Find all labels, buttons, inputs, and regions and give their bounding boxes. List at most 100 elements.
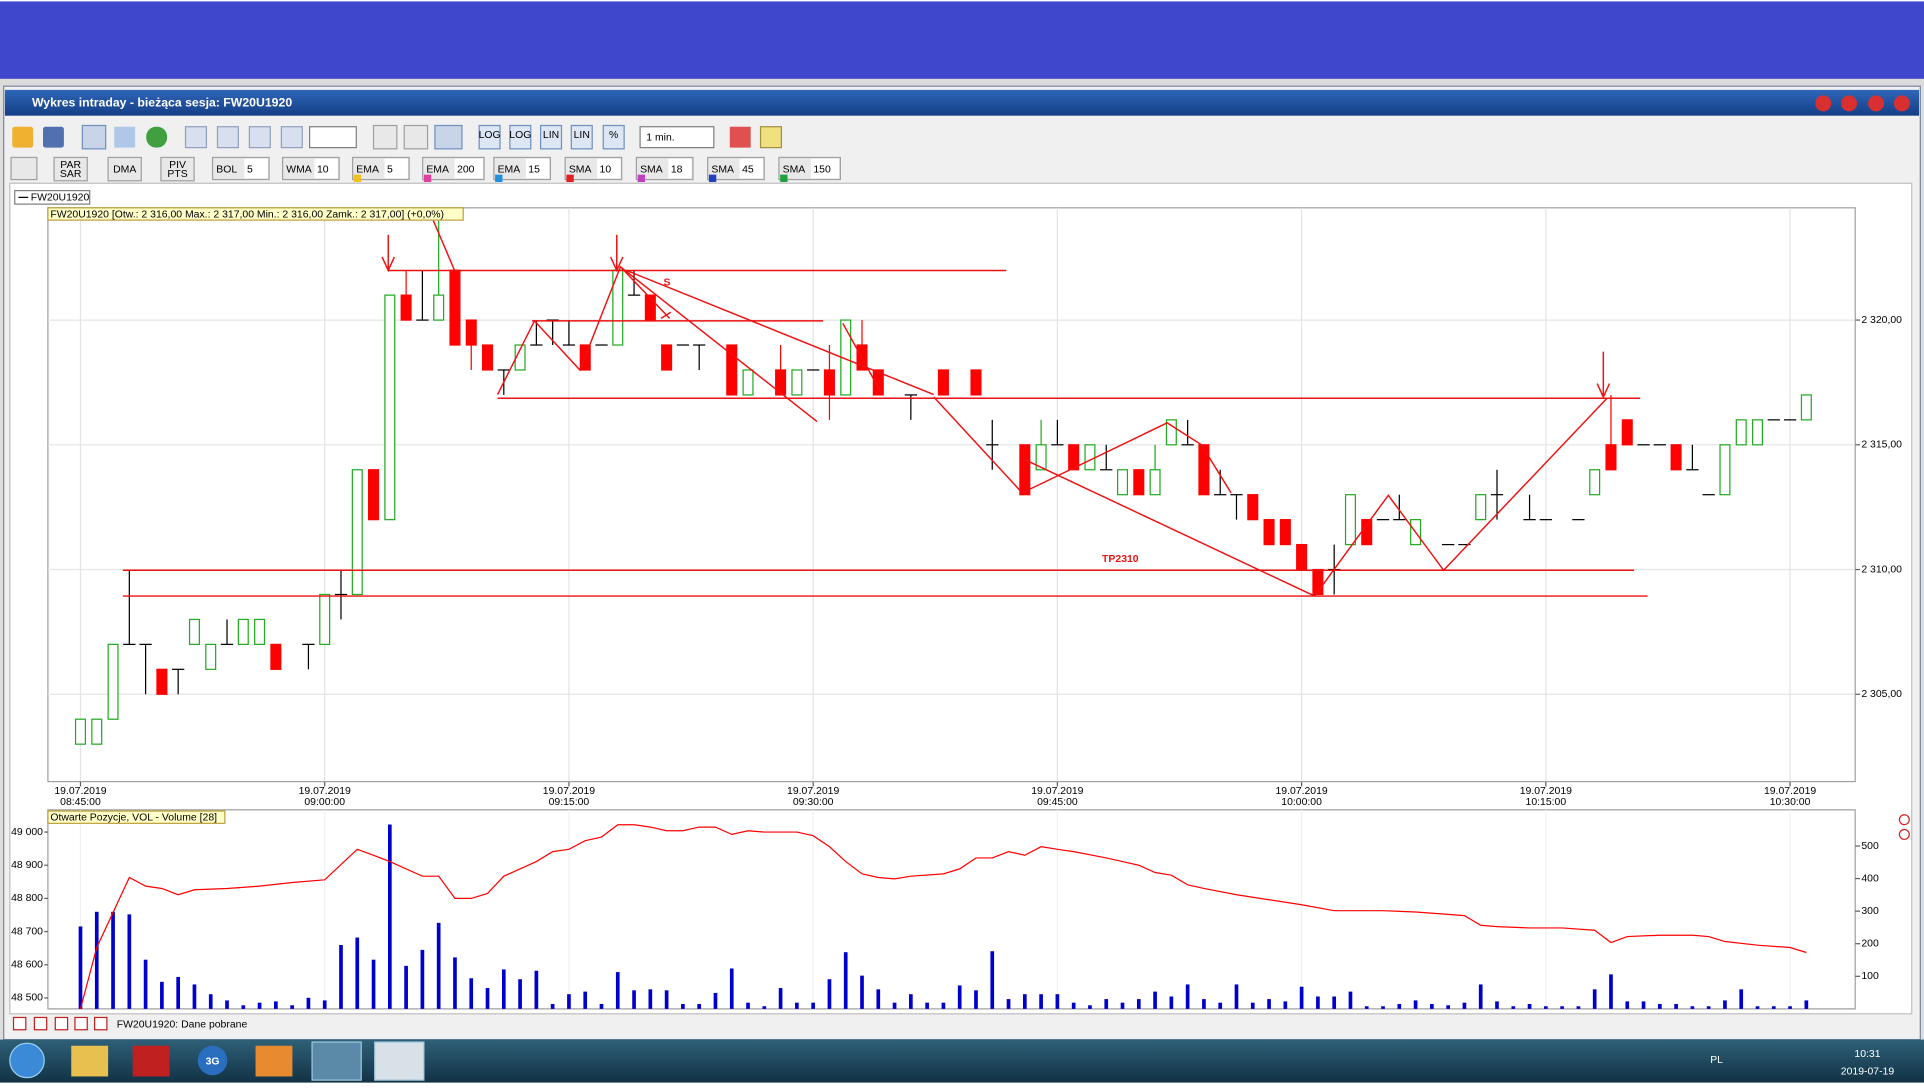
line-chart-icon[interactable] (372, 124, 398, 150)
average-period: 5 (387, 164, 393, 175)
scale-button[interactable] (478, 124, 501, 150)
info-text: FW20U1920 [Otw.: 2 316,00 Max.: 2 317,00… (50, 209, 444, 220)
open-icon[interactable] (12, 126, 34, 148)
network-icon[interactable] (197, 1045, 228, 1076)
average-field (668, 158, 692, 179)
candle-chart-icon[interactable] (434, 124, 463, 150)
media-icon[interactable] (255, 1045, 293, 1077)
clock-time: 10:31 (1854, 1049, 1880, 1060)
scale-button[interactable] (602, 124, 625, 150)
average-badge (637, 174, 646, 183)
study-label: DMA (113, 164, 136, 175)
legend-box (14, 190, 91, 205)
study-label: PTS (167, 169, 187, 180)
panel-settings[interactable] (1898, 828, 1910, 840)
status-icon[interactable] (12, 1016, 27, 1031)
volume-bar (274, 1001, 278, 1009)
average-field (454, 158, 483, 179)
volume-bar (550, 1003, 555, 1009)
scale-button[interactable] (539, 124, 563, 150)
x-tick-date: 19.07.2019 (54, 786, 106, 797)
average-field (810, 158, 840, 179)
zoom-out-icon[interactable] (248, 126, 271, 149)
study-label: PAR (60, 160, 81, 171)
volume-bar (1755, 1006, 1760, 1009)
volume-bar (339, 945, 343, 1009)
volume-bar (306, 997, 311, 1009)
network-label: 3G (206, 1056, 220, 1067)
minimize-button[interactable] (1841, 95, 1858, 112)
candle-body (74, 718, 87, 745)
study-button[interactable] (160, 156, 195, 182)
status-icon[interactable] (33, 1016, 48, 1031)
volume-bar (1397, 1003, 1402, 1009)
help-button[interactable] (1815, 95, 1832, 112)
next-icon[interactable] (280, 126, 303, 149)
zigzag-line (933, 396, 1232, 494)
candle-body (1035, 444, 1047, 471)
explorer-icon[interactable] (71, 1045, 109, 1077)
y2-tick-label: 500 (1861, 841, 1879, 852)
scale-button[interactable] (570, 124, 593, 150)
colors-icon[interactable] (729, 126, 751, 148)
study-button[interactable] (53, 156, 88, 182)
close-button[interactable] (1893, 95, 1910, 112)
volume-bar (111, 911, 115, 1009)
candle-body (823, 369, 835, 396)
x-tick-date: 19.07.2019 (1764, 786, 1816, 797)
y-tick-label: 48 700 (11, 926, 43, 937)
candle-body (937, 369, 949, 396)
y2-tick-label: 400 (1861, 873, 1879, 884)
candle-body (1621, 419, 1633, 446)
x-tick-date: 19.07.2019 (1031, 786, 1083, 797)
range-select[interactable] (308, 126, 357, 149)
edit-icon[interactable] (759, 126, 783, 149)
firefox-icon[interactable] (311, 1041, 362, 1081)
volume-bar (94, 911, 99, 1009)
scale-button[interactable] (509, 124, 532, 150)
volume-panel (47, 809, 1856, 1010)
volume-bar (1560, 1006, 1564, 1009)
study-button[interactable] (107, 156, 142, 182)
volume-bar (1364, 1006, 1369, 1009)
volume-bar (1088, 1005, 1092, 1009)
start-button[interactable] (9, 1042, 45, 1079)
candle-body (254, 618, 266, 645)
app-icon[interactable] (374, 1041, 425, 1081)
maximize-button[interactable] (1868, 95, 1885, 112)
volume-bar (1478, 984, 1483, 1009)
save-icon[interactable] (43, 126, 64, 148)
status-icon[interactable] (54, 1016, 69, 1031)
volume-bar (404, 965, 408, 1009)
average-badge (780, 174, 788, 183)
interval-select[interactable] (639, 126, 715, 149)
x-tick-label: 10:30:00 (1770, 797, 1811, 808)
pdf-icon[interactable] (132, 1045, 170, 1077)
candle-body (1149, 469, 1161, 496)
volume-bar (1657, 1003, 1662, 1009)
status-icon[interactable] (93, 1016, 108, 1031)
annotation: TP2310 (1102, 554, 1139, 565)
candle-body (726, 344, 738, 396)
volume-bar (1706, 1006, 1711, 1009)
average-badge (423, 174, 432, 183)
prev-icon[interactable] (184, 126, 208, 149)
cursor-icon[interactable] (81, 124, 107, 150)
y-tick-label: 2 310,00 (1861, 564, 1902, 575)
volume-bar (387, 824, 392, 1009)
volume-bar (1413, 1000, 1418, 1009)
volume-bar (453, 957, 457, 1009)
candle-body (1296, 543, 1308, 571)
volume-bar (192, 984, 197, 1009)
window-controls (1815, 95, 1910, 112)
zoom-in-icon[interactable] (216, 126, 239, 149)
volume-bar (664, 990, 669, 1009)
bar-chart-icon[interactable] (403, 124, 429, 150)
indicator-icon[interactable] (10, 156, 38, 181)
trend-line (1021, 457, 1315, 597)
status-icon[interactable] (74, 1016, 88, 1031)
zoom-icon[interactable] (114, 126, 136, 148)
panel-close[interactable] (1898, 814, 1910, 826)
refresh-icon[interactable] (146, 126, 168, 148)
volume-bar (1104, 999, 1109, 1009)
